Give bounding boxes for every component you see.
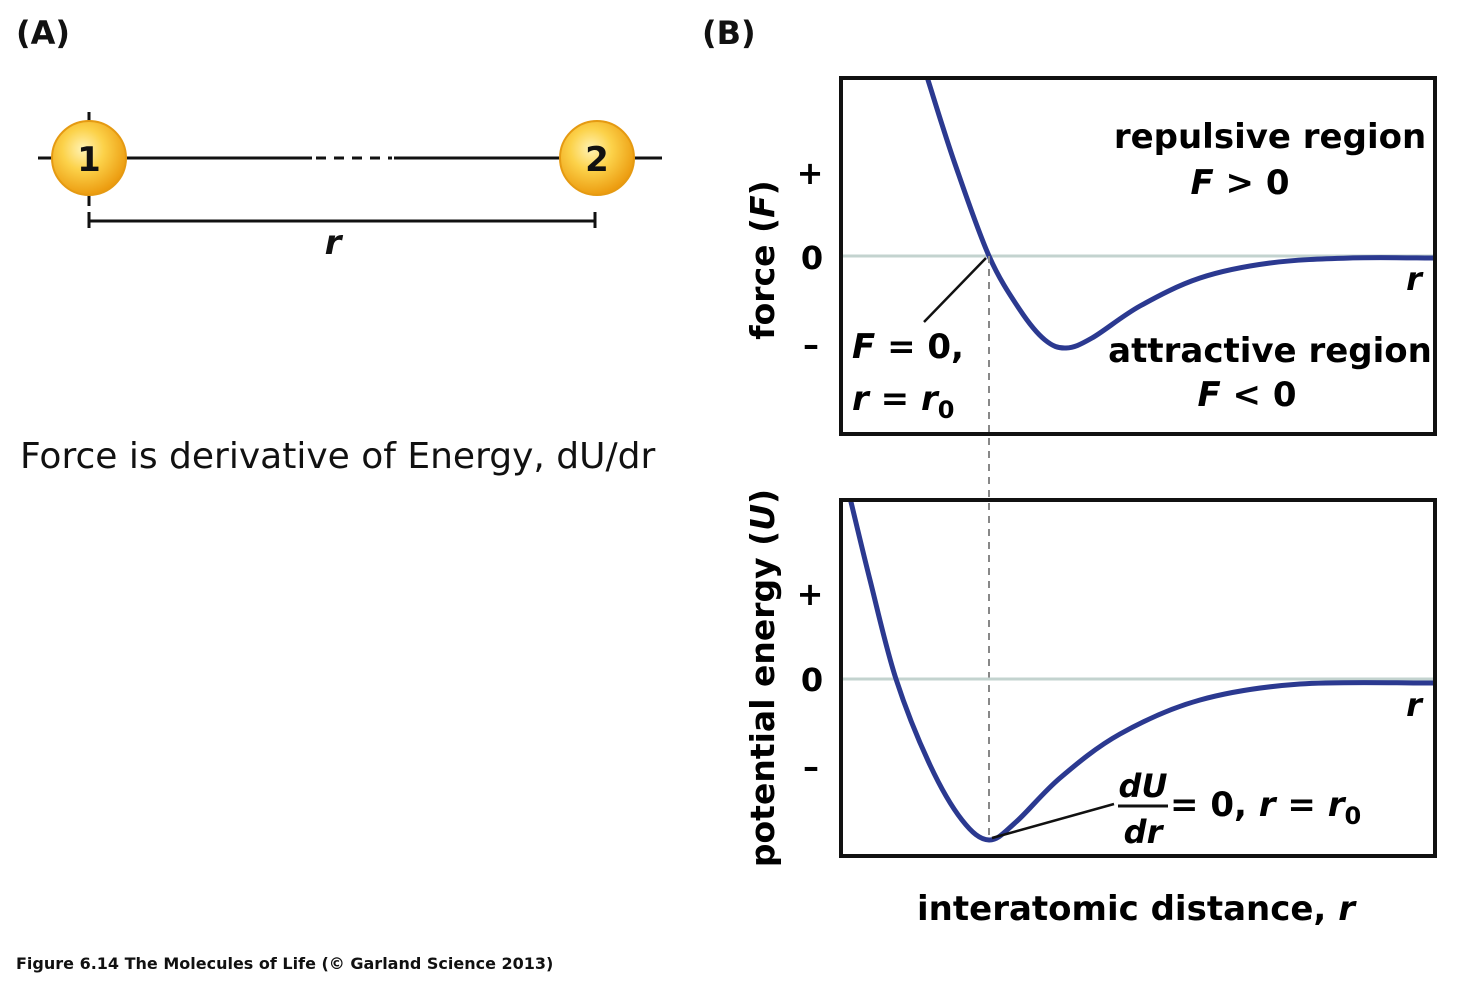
atom-1-label: 1 (77, 140, 101, 180)
energy-ylabel: potential energy (U) (743, 489, 782, 867)
force-tick-plus: + (797, 154, 824, 192)
energy-plot-frame (839, 498, 1437, 858)
force-annotation-line1: F = 0, (852, 327, 964, 367)
repulsive-condition: F > 0 (1190, 163, 1289, 203)
atom-2-label: 2 (585, 140, 609, 180)
distance-label: r (325, 223, 344, 263)
force-axis-r: r (1406, 260, 1424, 298)
repulsive-title: repulsive region (1114, 117, 1426, 157)
attractive-title: attractive region (1108, 331, 1432, 371)
attractive-condition: F < 0 (1197, 375, 1296, 415)
force-plot: + 0 – force (F) r repulsive region F > 0… (743, 76, 1437, 436)
force-tick-zero: 0 (801, 239, 823, 277)
x-axis-label: interatomic distance, r (917, 889, 1357, 929)
energy-annotation-pointer (991, 802, 1115, 840)
energy-tick-plus: + (797, 575, 824, 613)
force-annotation-line2: r = r0 (852, 379, 954, 424)
atom-2 (559, 120, 635, 196)
force-plot-frame (839, 76, 1437, 436)
frac-denominator: dr (1124, 813, 1165, 851)
force-ylabel: force (F) (743, 180, 782, 339)
panel-b-label: (B) (702, 14, 756, 52)
energy-tick-zero: 0 (801, 661, 823, 699)
force-curve (925, 77, 1436, 351)
force-tick-minus: – (803, 326, 819, 364)
figure-credit: Figure 6.14 The Molecules of Life (© Gar… (16, 954, 554, 973)
atom-1 (51, 120, 127, 196)
panel-b-plots: + 0 – force (F) r repulsive region F > 0… (743, 76, 1437, 929)
energy-annotation-rest: = 0, r = r0 (1170, 785, 1361, 830)
force-annotation-pointer (923, 257, 987, 323)
energy-axis-r: r (1406, 686, 1424, 724)
energy-plot: + 0 – potential energy (U) r dU dr = 0, … (743, 489, 1437, 867)
panel-a-label: (A) (16, 14, 71, 52)
energy-curve (848, 499, 1436, 843)
two-atom-diagram: 1 2 r (38, 112, 662, 263)
caption-text: Force is derivative of Energy, dU/dr (20, 436, 656, 477)
frac-numerator: dU (1119, 767, 1168, 805)
energy-tick-minus: – (803, 748, 819, 786)
